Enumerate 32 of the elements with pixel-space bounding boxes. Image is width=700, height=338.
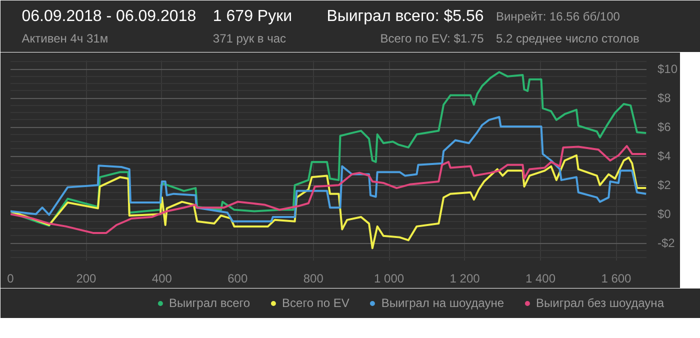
- chart-subtitle: Активен 4ч 31м: [22, 32, 108, 46]
- chart-title: 06.09.2018 - 06.09.2018: [22, 8, 196, 25]
- text: Всего по EV: $1.75: [380, 32, 484, 46]
- legend-label: Выиграл всего: [168, 296, 250, 310]
- y-tick-label: $4: [658, 149, 672, 164]
- text: 5.2 среднее число столов: [496, 32, 640, 46]
- text: 371 рук в час: [212, 32, 286, 46]
- legend-label: Выиграл без шоудауна: [536, 296, 664, 310]
- y-tick-label: $6: [658, 120, 672, 134]
- x-tick-label: 1 200: [450, 272, 480, 286]
- y-tick-label: $2: [658, 178, 672, 192]
- x-tick-label: 1 600: [601, 272, 632, 286]
- y-tick-label: -$2: [658, 236, 676, 250]
- line-series: [10, 71, 646, 227]
- x-tick-label: 1 400: [525, 272, 556, 286]
- x-tick-label: 600: [228, 272, 248, 286]
- text: Выиграл всего: $5.56: [326, 8, 484, 25]
- x-tick-label: 800: [303, 272, 324, 286]
- text: 1 679 Руки: [212, 8, 292, 25]
- y-tick-label: $10: [658, 62, 678, 76]
- text: Винрейт: 16.56 бб/100: [496, 10, 620, 24]
- x-tick-label: 0: [7, 272, 14, 286]
- line-series: [10, 116, 646, 222]
- x-tick-label: 400: [152, 272, 172, 286]
- x-tick-label: 1 000: [374, 272, 404, 286]
- y-tick-label: $0: [658, 207, 672, 222]
- legend-label: Всего по EV: [282, 296, 350, 310]
- line-series: [10, 154, 646, 250]
- x-tick-label: 200: [76, 272, 97, 286]
- y-tick-label: $8: [658, 91, 672, 106]
- legend-label: Выиграл на шоудауне: [381, 296, 504, 310]
- line-series: [10, 145, 646, 234]
